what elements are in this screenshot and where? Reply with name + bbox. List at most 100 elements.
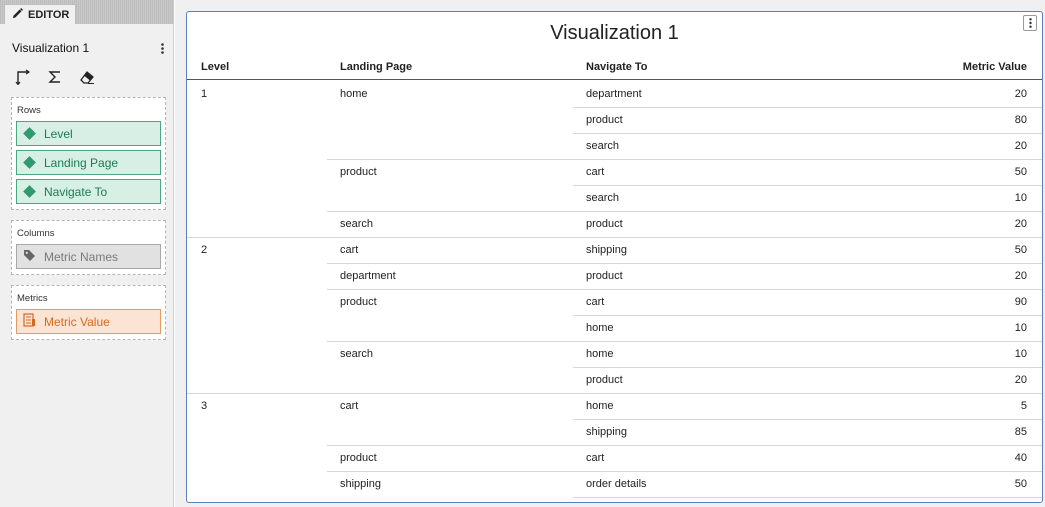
rows-title: Rows xyxy=(17,105,41,116)
cell-navigate-to: product xyxy=(586,218,623,230)
row-separator xyxy=(327,341,1042,342)
cell-navigate-to: product xyxy=(586,270,623,282)
visualization-canvas: Visualization 1 Level Landing Page Navig… xyxy=(175,0,1045,507)
row-pill-label: Landing Page xyxy=(44,155,119,170)
sum-icon[interactable] xyxy=(46,68,64,86)
cell-navigate-to: order details xyxy=(586,478,647,490)
cell-navigate-to: shipping xyxy=(586,426,627,438)
row-separator xyxy=(573,107,1042,108)
cell-metric-value: 50 xyxy=(1014,244,1027,256)
tab-editor-label: EDITOR xyxy=(28,8,70,21)
header-level[interactable]: Level xyxy=(201,61,230,73)
cell-navigate-to: product xyxy=(586,114,623,126)
columns-title: Columns xyxy=(17,228,55,239)
row-separator xyxy=(573,367,1042,368)
cell-metric-value: 20 xyxy=(1014,374,1027,386)
more-options-icon xyxy=(1028,18,1032,28)
visualization-name-row: Visualization 1 xyxy=(12,39,168,57)
cell-navigate-to: cart xyxy=(586,166,605,178)
cell-metric-value: 50 xyxy=(1014,478,1027,490)
header-navigate-to[interactable]: Navigate To xyxy=(586,61,648,73)
metric-pill-label: Metric Value xyxy=(44,314,110,329)
dimension-icon xyxy=(23,156,36,169)
row-pill-label: Level xyxy=(44,126,73,141)
row-pill-level[interactable]: Level xyxy=(16,121,161,146)
cell-navigate-to: search xyxy=(586,192,620,204)
cell-landing-page: cart xyxy=(340,244,359,256)
cell-navigate-to: cart xyxy=(586,296,605,308)
row-separator xyxy=(327,211,1042,212)
eraser-icon[interactable] xyxy=(78,68,96,86)
row-separator xyxy=(573,419,1042,420)
cell-navigate-to: product xyxy=(586,374,623,386)
column-pill-metric-names[interactable]: Metric Names xyxy=(16,244,161,269)
cell-metric-value: 10 xyxy=(1014,322,1027,334)
cell-navigate-to: home xyxy=(586,348,614,360)
cell-metric-value: 85 xyxy=(1014,426,1027,438)
cell-metric-value: 10 xyxy=(1014,348,1027,360)
cell-level: 1 xyxy=(201,88,208,100)
cell-metric-value: 20 xyxy=(1014,218,1027,230)
tab-editor[interactable]: EDITOR xyxy=(4,4,76,24)
cell-landing-page: product xyxy=(340,166,377,178)
row-pill-navigate-to[interactable]: Navigate To xyxy=(16,179,161,204)
row-separator xyxy=(573,497,1042,498)
cell-metric-value: 80 xyxy=(1014,114,1027,126)
tag-icon xyxy=(23,249,36,265)
cell-landing-page: home xyxy=(340,88,368,100)
metrics-title: Metrics xyxy=(17,293,48,304)
row-separator xyxy=(327,289,1042,290)
editor-toolbar xyxy=(14,66,96,88)
cell-metric-value: 90 xyxy=(1014,296,1027,308)
rows-drop-zone[interactable]: Rows Level Landing Page Navigate To xyxy=(11,97,166,210)
pivot-icon[interactable] xyxy=(14,68,32,86)
row-pill-landing-page[interactable]: Landing Page xyxy=(16,150,161,175)
metric-pill-metric-value[interactable]: Metric Value xyxy=(16,309,161,334)
row-separator xyxy=(187,393,1042,394)
row-separator xyxy=(573,185,1042,186)
cell-landing-page: cart xyxy=(340,400,359,412)
cell-navigate-to: home xyxy=(586,400,614,412)
cell-metric-value: 40 xyxy=(1014,452,1027,464)
row-separator xyxy=(327,159,1042,160)
cell-landing-page: department xyxy=(340,270,396,282)
visualization-title: Visualization 1 xyxy=(550,22,679,44)
row-separator xyxy=(573,315,1042,316)
pencil-icon xyxy=(12,7,23,22)
cell-navigate-to: search xyxy=(586,140,620,152)
header-metric-value[interactable]: Metric Value xyxy=(962,61,1027,73)
cell-navigate-to: department xyxy=(586,88,642,100)
visualization-menu-button[interactable] xyxy=(1023,15,1037,31)
row-separator xyxy=(573,133,1042,134)
row-pill-label: Navigate To xyxy=(44,184,108,199)
row-separator xyxy=(327,471,1042,472)
metric-icon xyxy=(23,313,36,330)
row-separator xyxy=(327,445,1042,446)
dimension-icon xyxy=(23,127,36,140)
columns-drop-zone[interactable]: Columns Metric Names xyxy=(11,220,166,275)
cell-level: 3 xyxy=(201,400,208,412)
visualization-frame[interactable]: Visualization 1 Level Landing Page Navig… xyxy=(186,11,1043,503)
cell-metric-value: 20 xyxy=(1014,88,1027,100)
cell-metric-value: 10 xyxy=(1014,192,1027,204)
cell-metric-value: 5 xyxy=(1020,400,1027,412)
cell-navigate-to: cart xyxy=(586,452,605,464)
more-options-icon[interactable] xyxy=(156,41,168,55)
dimension-icon xyxy=(23,185,36,198)
cell-landing-page: product xyxy=(340,452,377,464)
row-separator xyxy=(187,237,1042,238)
cell-landing-page: shipping xyxy=(340,478,381,490)
cell-navigate-to: home xyxy=(586,322,614,334)
visualization-name: Visualization 1 xyxy=(12,41,90,55)
editor-panel: EDITOR Visualization 1 Rows Level Landin… xyxy=(0,0,174,507)
table-header: Level Landing Page Navigate To Metric Va… xyxy=(187,58,1042,80)
cell-navigate-to: shipping xyxy=(586,244,627,256)
cell-metric-value: 20 xyxy=(1014,270,1027,282)
header-landing-page[interactable]: Landing Page xyxy=(340,61,413,73)
cell-landing-page: search xyxy=(340,218,374,230)
cell-landing-page: product xyxy=(340,296,377,308)
row-separator xyxy=(327,263,1042,264)
metrics-drop-zone[interactable]: Metrics Metric Value xyxy=(11,285,166,340)
cell-landing-page: search xyxy=(340,348,374,360)
cell-metric-value: 50 xyxy=(1014,166,1027,178)
